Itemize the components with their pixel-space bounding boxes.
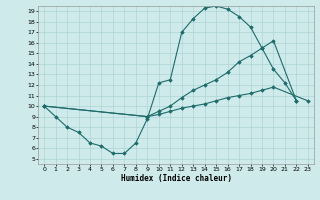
X-axis label: Humidex (Indice chaleur): Humidex (Indice chaleur) <box>121 174 231 183</box>
